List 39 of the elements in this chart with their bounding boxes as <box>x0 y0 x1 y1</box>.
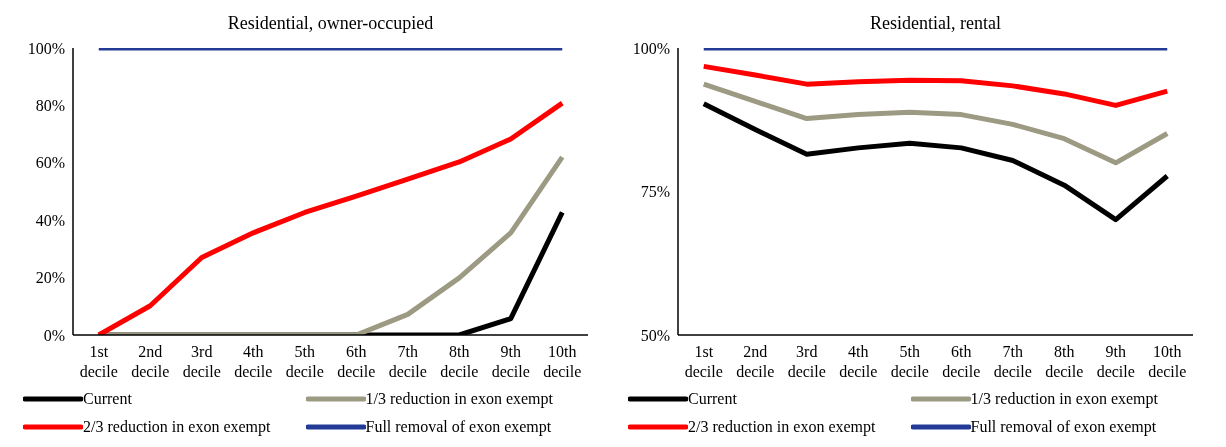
chart-title: Residential, rental <box>869 12 1002 35</box>
x-tick-label: 10th decile <box>1148 343 1187 380</box>
legend-label: Current <box>688 390 737 408</box>
x-tick-label: 8th decile <box>440 343 479 380</box>
x-tick-label: 4th decile <box>234 343 273 380</box>
y-tick-label: 100% <box>632 39 670 57</box>
legend-label: Full removal of exon exempt <box>970 418 1157 436</box>
x-tick-label: 3rd decile <box>787 343 826 380</box>
x-tick-label: 8th decile <box>1045 343 1084 380</box>
legend-label: 2/3 reduction in exon exempt <box>688 418 876 436</box>
y-tick-label: 40% <box>35 211 65 229</box>
chart-title: Residential, owner-occupied <box>226 12 435 35</box>
x-tick-label: 9th decile <box>491 343 530 380</box>
y-tick-label: 50% <box>640 326 670 344</box>
x-tick-label: 7th decile <box>388 343 427 380</box>
legend-label: Full removal of exon exempt <box>365 418 552 436</box>
x-tick-label: 10th decile <box>543 343 582 380</box>
legend-label: Current <box>83 390 132 408</box>
legend-label: 2/3 reduction in exon exempt <box>83 418 271 436</box>
x-tick-label: 6th decile <box>942 343 981 380</box>
y-tick-label: 100% <box>27 39 65 57</box>
legend-label: 1/3 reduction in exon exempt <box>365 390 554 408</box>
y-tick-label: 60% <box>35 154 65 172</box>
x-tick-label: 5th decile <box>285 343 324 380</box>
x-tick-label: 2nd decile <box>736 343 775 380</box>
y-tick-label: 75% <box>640 183 670 201</box>
x-tick-label: 1st decile <box>684 343 723 380</box>
x-tick-label: 6th decile <box>337 343 376 380</box>
x-tick-label: 3rd decile <box>182 343 221 380</box>
x-tick-label: 9th decile <box>1096 343 1135 380</box>
y-tick-label: 80% <box>35 97 65 115</box>
x-tick-label: 5th decile <box>890 343 929 380</box>
x-tick-label: 1st decile <box>79 343 118 380</box>
y-tick-label: 0% <box>43 326 65 344</box>
legend-label: 1/3 reduction in exon exempt <box>970 390 1159 408</box>
y-tick-label: 20% <box>35 269 65 287</box>
x-tick-label: 7th decile <box>993 343 1032 380</box>
x-tick-label: 2nd decile <box>131 343 170 380</box>
x-tick-label: 4th decile <box>839 343 878 380</box>
